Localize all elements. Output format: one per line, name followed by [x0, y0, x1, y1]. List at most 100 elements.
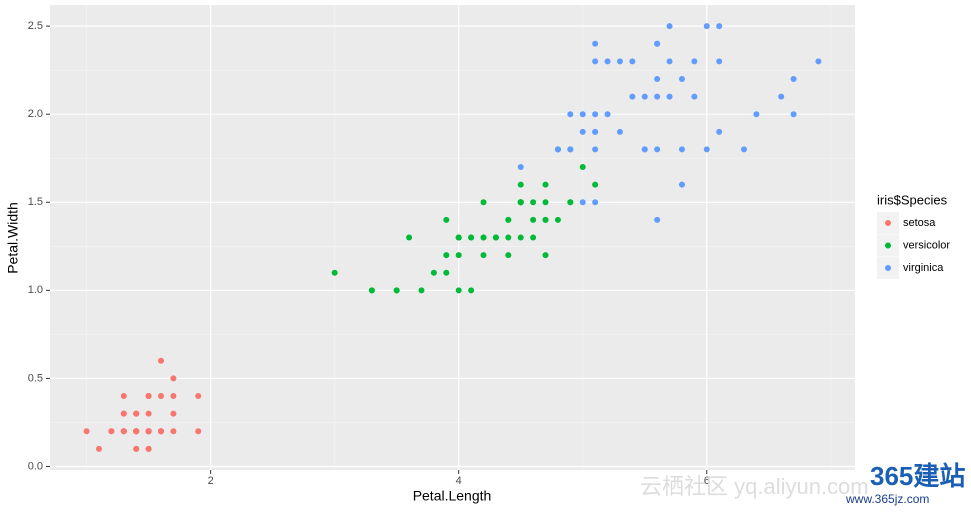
legend-title: iris$Species — [877, 192, 948, 207]
point — [170, 393, 177, 400]
point — [542, 199, 549, 206]
point — [567, 146, 574, 153]
point — [678, 146, 685, 153]
point — [170, 428, 177, 435]
point — [455, 287, 462, 294]
point — [592, 111, 599, 118]
point — [158, 357, 165, 364]
point — [790, 111, 797, 118]
point — [716, 23, 723, 30]
point — [455, 252, 462, 259]
point — [158, 393, 165, 400]
points — [83, 23, 822, 452]
point — [654, 75, 661, 82]
point — [778, 93, 785, 100]
point — [480, 199, 487, 206]
point — [604, 58, 611, 65]
point — [120, 410, 127, 417]
point — [567, 199, 574, 206]
point — [517, 164, 524, 171]
point — [443, 269, 450, 276]
point — [579, 128, 586, 135]
point — [443, 216, 450, 223]
point — [703, 23, 710, 30]
point — [554, 146, 561, 153]
legend-label: versicolor — [903, 239, 950, 251]
point — [542, 252, 549, 259]
point — [530, 199, 537, 206]
axes: 2 4 6 0.0 0.5 1.0 1.5 2.0 2.5 — [28, 20, 710, 487]
point — [443, 252, 450, 259]
point — [666, 58, 673, 65]
point — [678, 181, 685, 188]
point — [678, 75, 685, 82]
point — [505, 234, 512, 241]
legend-swatch — [885, 265, 891, 271]
point — [368, 287, 375, 294]
point — [716, 58, 723, 65]
point — [616, 128, 623, 135]
logo-url: www.365jz.com — [845, 492, 929, 506]
point — [604, 111, 611, 118]
legend: setosa versicolor virginica — [877, 212, 950, 279]
point — [145, 393, 152, 400]
point — [592, 199, 599, 206]
point — [592, 58, 599, 65]
point — [703, 146, 710, 153]
point — [145, 410, 152, 417]
point — [691, 93, 698, 100]
point — [579, 199, 586, 206]
y-tick-label: 2.0 — [28, 108, 43, 120]
point — [145, 445, 152, 452]
point — [95, 445, 102, 452]
point — [592, 128, 599, 135]
point — [480, 234, 487, 241]
point — [790, 75, 797, 82]
point — [406, 234, 413, 241]
point — [753, 111, 760, 118]
point — [740, 146, 747, 153]
point — [654, 40, 661, 47]
point — [716, 128, 723, 135]
point — [120, 393, 127, 400]
point — [517, 234, 524, 241]
point — [133, 428, 140, 435]
y-tick-label: 0.0 — [28, 460, 43, 472]
grid — [50, 5, 855, 470]
point — [654, 216, 661, 223]
point — [641, 146, 648, 153]
point — [517, 199, 524, 206]
point — [579, 164, 586, 171]
y-tick-label: 1.5 — [28, 196, 43, 208]
point — [691, 58, 698, 65]
legend-swatch — [885, 220, 891, 226]
point — [120, 428, 127, 435]
point — [145, 428, 152, 435]
point — [592, 181, 599, 188]
point — [455, 234, 462, 241]
logo-text: 365建站 — [870, 461, 965, 491]
point — [505, 252, 512, 259]
point — [480, 252, 487, 259]
point — [554, 216, 561, 223]
point — [418, 287, 425, 294]
point — [629, 93, 636, 100]
point — [567, 111, 574, 118]
point — [170, 375, 177, 382]
point — [641, 93, 648, 100]
point — [195, 393, 202, 400]
x-tick-label: 2 — [208, 475, 214, 487]
point — [530, 234, 537, 241]
legend-swatch — [885, 242, 891, 249]
y-tick-label: 2.5 — [28, 20, 43, 32]
panel-background — [50, 5, 855, 470]
point — [654, 146, 661, 153]
point — [666, 93, 673, 100]
point — [331, 269, 338, 276]
point — [133, 410, 140, 417]
y-tick-label: 1.0 — [28, 284, 43, 296]
point — [158, 428, 165, 435]
point — [195, 428, 202, 435]
point — [654, 93, 661, 100]
